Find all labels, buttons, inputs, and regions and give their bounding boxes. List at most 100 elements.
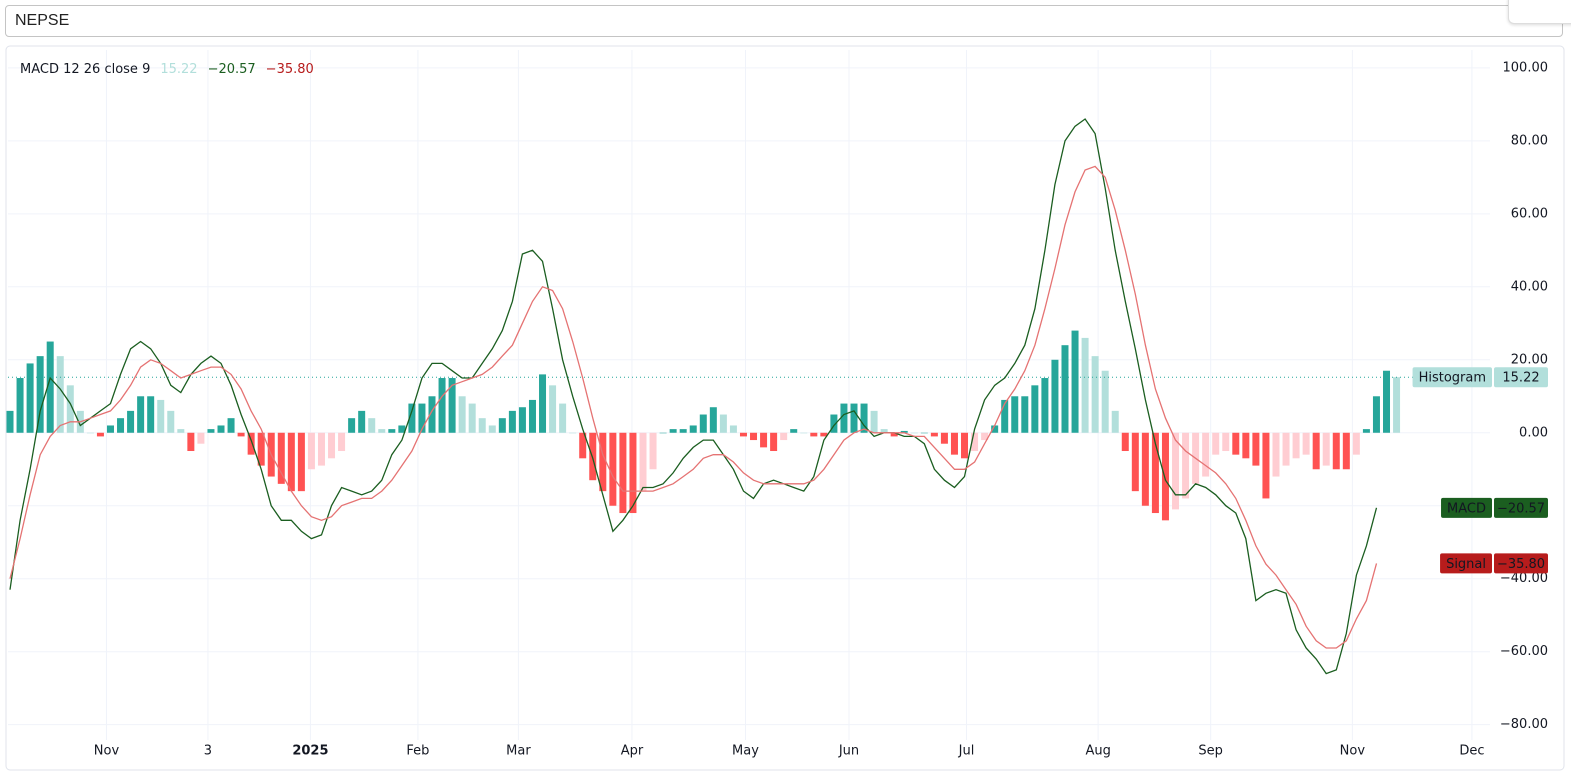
histogram-bar — [689, 425, 697, 433]
histogram-bar — [247, 432, 255, 455]
histogram-bar — [468, 403, 476, 433]
histogram-bar — [26, 363, 34, 433]
histogram-bar — [237, 432, 245, 437]
histogram-bar — [287, 432, 295, 492]
histogram-bar — [478, 418, 486, 433]
histogram-bar — [569, 432, 577, 434]
x-tick-label: Jul — [958, 744, 975, 759]
histogram-bar — [117, 418, 125, 433]
histogram-bar — [1182, 432, 1190, 499]
histogram-bar — [46, 341, 54, 433]
x-tick-label: Dec — [1459, 744, 1484, 759]
histogram-bar — [800, 432, 808, 434]
histogram-bar — [539, 374, 547, 433]
histogram-bar — [1252, 432, 1260, 466]
histogram-bar — [1212, 432, 1220, 455]
histogram-bar — [6, 410, 14, 433]
histogram-bar — [1021, 396, 1029, 433]
y-tick-label: −80.00 — [1500, 717, 1548, 732]
histogram-bar — [780, 432, 788, 441]
histogram-bar — [1011, 396, 1019, 433]
histogram-bar — [1332, 432, 1340, 470]
y-tick-label: −40.00 — [1500, 571, 1548, 586]
histogram-bar — [1232, 432, 1240, 455]
x-tick-label: 2025 — [292, 744, 328, 759]
name-label: Signal — [1446, 557, 1486, 572]
histogram-bar — [880, 429, 888, 433]
histogram-bar — [930, 432, 938, 437]
name-label-box — [1412, 367, 1492, 388]
x-tick-label: Nov — [94, 744, 120, 759]
histogram-bar — [940, 432, 948, 444]
histogram-bar — [1272, 432, 1280, 477]
histogram-bar — [428, 396, 436, 433]
histogram-bar — [1041, 378, 1049, 433]
histogram-bar — [16, 378, 24, 433]
axes: 100.0080.0060.0040.0020.000.00−20.00−40.… — [94, 60, 1548, 759]
lines — [9, 118, 1378, 675]
histogram-bar — [66, 385, 74, 433]
histogram-bar — [1302, 432, 1310, 455]
histogram-bar — [498, 418, 506, 433]
series-line — [9, 118, 1378, 675]
histogram-bar — [418, 403, 426, 433]
histogram-bar — [297, 432, 305, 492]
name-label: MACD — [1447, 501, 1486, 516]
histogram-bar — [639, 432, 647, 492]
histogram-bar — [1312, 432, 1320, 470]
x-tick-label: May — [732, 744, 759, 759]
histogram-bar — [1081, 337, 1089, 433]
histogram-bar — [1001, 399, 1009, 433]
histogram-bar — [106, 425, 114, 433]
histogram-bar — [729, 425, 737, 433]
histogram-bar — [1322, 432, 1330, 466]
histogram-bar — [1101, 370, 1109, 433]
histogram-bar — [1352, 432, 1360, 455]
value-label: −35.80 — [1497, 557, 1545, 572]
histogram-bar — [137, 396, 145, 433]
histogram-bar — [739, 432, 747, 437]
histogram-bar — [850, 403, 858, 433]
histogram-bar — [1061, 345, 1069, 433]
legend-value: −20.57 — [208, 62, 256, 77]
histogram-bar — [549, 385, 557, 433]
histogram-bar — [518, 407, 526, 433]
histogram-bar — [528, 399, 536, 433]
y-tick-label: 80.00 — [1511, 133, 1548, 148]
histogram-bar — [649, 432, 657, 470]
corner-button[interactable] — [1508, 0, 1571, 24]
histogram-bar — [338, 432, 346, 452]
histogram-bar — [971, 432, 979, 452]
histogram-bar — [900, 430, 908, 433]
histogram-bar — [699, 414, 707, 433]
y-tick-label: 0.00 — [1519, 425, 1548, 440]
legend-value: −35.80 — [266, 62, 314, 77]
x-tick-label: Aug — [1085, 744, 1110, 759]
histogram-bar — [378, 429, 386, 433]
histogram-bar — [56, 356, 64, 433]
histogram-bar — [709, 407, 717, 433]
histogram-bar — [790, 429, 798, 433]
histogram-bar — [1292, 432, 1300, 459]
histogram-bar — [840, 403, 848, 433]
histogram-bar — [559, 403, 567, 433]
histogram-bar — [920, 432, 928, 434]
histogram-bar — [870, 410, 878, 433]
histogram-bar — [820, 432, 828, 437]
histogram-bar — [328, 432, 336, 459]
value-label-box — [1494, 553, 1548, 574]
indicator-name: MACD 12 26 close 9 — [20, 62, 150, 77]
histogram-bar — [1242, 432, 1250, 459]
histogram-bar — [770, 432, 778, 452]
histogram-bar — [307, 432, 315, 470]
histogram-bar — [177, 429, 185, 433]
histogram-bar — [508, 410, 516, 433]
histogram-bar — [1161, 432, 1169, 521]
histogram-bar — [348, 418, 356, 433]
histogram-bar — [408, 403, 416, 433]
histogram-bar — [679, 429, 687, 433]
value-label: −20.57 — [1497, 501, 1545, 516]
histogram-bar — [719, 414, 727, 433]
histogram-bar — [157, 399, 165, 433]
